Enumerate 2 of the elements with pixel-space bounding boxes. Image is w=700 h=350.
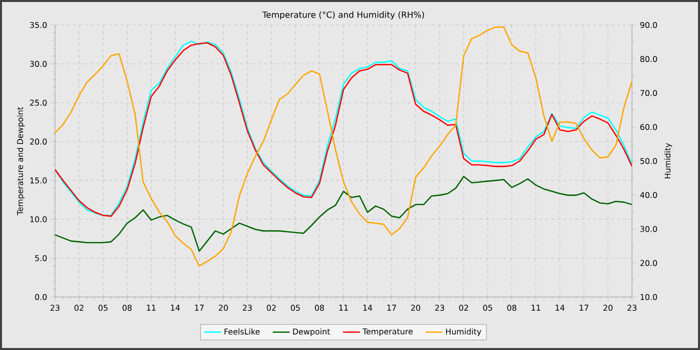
line-series	[55, 26, 632, 267]
chart-title: Temperature (°C) and Humidity (RH%)	[262, 11, 424, 20]
